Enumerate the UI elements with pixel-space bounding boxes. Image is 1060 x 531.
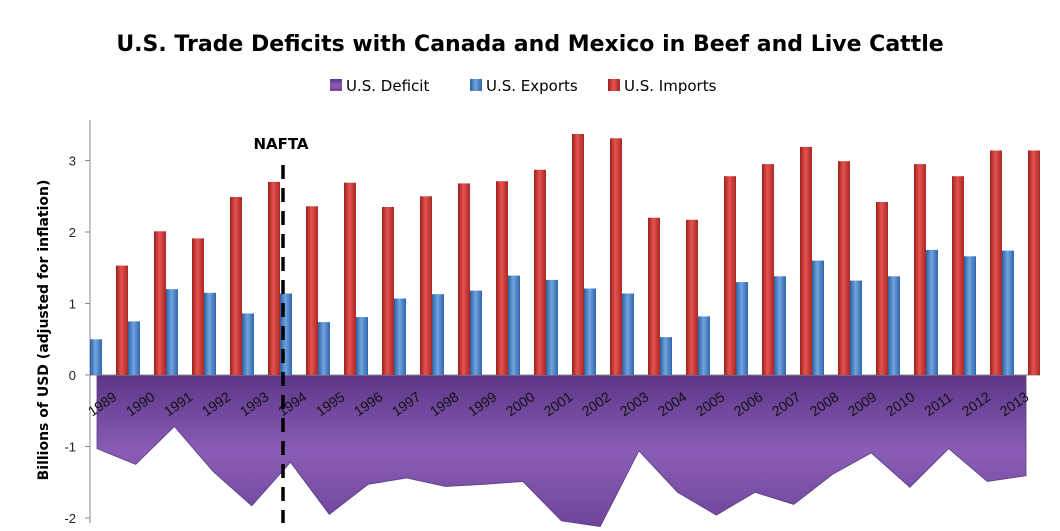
bar-exports bbox=[698, 316, 710, 375]
bar-imports bbox=[192, 238, 204, 375]
bar-imports bbox=[230, 197, 242, 375]
bar-imports bbox=[496, 181, 508, 375]
bar-exports bbox=[204, 292, 216, 375]
bar-exports bbox=[888, 276, 900, 375]
bar-imports bbox=[914, 164, 926, 375]
bar-exports bbox=[166, 289, 178, 375]
bar-exports bbox=[242, 313, 254, 375]
bar-exports bbox=[660, 337, 672, 375]
bar-exports bbox=[850, 280, 862, 375]
chart-title: U.S. Trade Deficits with Canada and Mexi… bbox=[116, 32, 943, 57]
bar-imports bbox=[838, 161, 850, 375]
bar-imports bbox=[762, 164, 774, 375]
legend-swatch-deficit bbox=[330, 79, 342, 91]
bar-imports bbox=[116, 265, 128, 375]
bar-imports bbox=[154, 231, 166, 375]
legend-label: U.S. Deficit bbox=[346, 77, 429, 95]
bar-exports bbox=[470, 290, 482, 375]
bar-imports bbox=[876, 202, 888, 375]
bar-exports bbox=[394, 298, 406, 375]
bar-exports bbox=[318, 322, 330, 375]
bar-imports bbox=[458, 183, 470, 375]
bar-imports bbox=[268, 181, 280, 375]
bar-exports bbox=[90, 339, 102, 376]
bar-imports bbox=[572, 134, 584, 375]
bar-imports bbox=[800, 146, 812, 375]
legend-label: U.S. Imports bbox=[624, 77, 717, 95]
bar-exports bbox=[356, 317, 368, 375]
y-tick-label: 0 bbox=[69, 368, 76, 383]
legend: U.S. Deficit U.S. Exports U.S. Imports bbox=[330, 77, 717, 95]
legend-swatch-imports bbox=[608, 79, 620, 91]
y-tick-label: -1 bbox=[64, 440, 76, 455]
bar-exports bbox=[622, 293, 634, 375]
bar-exports bbox=[964, 256, 976, 375]
bar-exports bbox=[508, 275, 520, 375]
bar-imports bbox=[1028, 150, 1040, 375]
bar-exports bbox=[584, 288, 596, 375]
y-tick-label: 2 bbox=[69, 225, 76, 240]
bar-imports bbox=[990, 150, 1002, 375]
bar-exports bbox=[812, 260, 824, 375]
y-tick-label: 1 bbox=[69, 297, 76, 312]
bar-imports bbox=[420, 196, 432, 376]
bar-exports bbox=[926, 249, 938, 375]
bar-imports bbox=[724, 176, 736, 375]
y-tick-label: -2 bbox=[64, 511, 76, 526]
bar-imports bbox=[344, 182, 356, 375]
bar-exports bbox=[736, 282, 748, 375]
bar-exports bbox=[774, 276, 786, 375]
bar-exports bbox=[128, 321, 140, 375]
y-tick-label: 3 bbox=[69, 154, 76, 169]
bar-exports bbox=[432, 294, 444, 375]
bar-imports bbox=[382, 207, 394, 375]
bar-exports bbox=[1002, 250, 1014, 375]
deficit-area bbox=[96, 374, 1027, 528]
bar-imports bbox=[686, 219, 698, 375]
bar-imports bbox=[306, 206, 318, 375]
legend-swatch-exports bbox=[470, 79, 482, 91]
bar-imports bbox=[610, 138, 622, 375]
bar-imports bbox=[648, 217, 660, 375]
bar-exports bbox=[546, 279, 558, 375]
nafta-label: NAFTA bbox=[253, 135, 308, 153]
bar-imports bbox=[534, 169, 546, 375]
legend-label: U.S. Exports bbox=[486, 77, 578, 95]
bar-imports bbox=[952, 176, 964, 375]
y-axis-label: Billions of USD (adjusted for inflation) bbox=[36, 180, 52, 481]
